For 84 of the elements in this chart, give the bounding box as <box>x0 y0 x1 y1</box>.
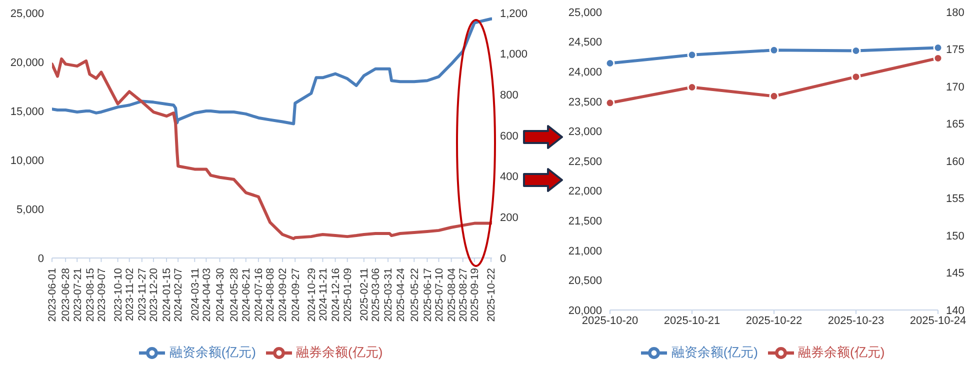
x-tick-label: 2025-10-22 <box>746 314 802 327</box>
legend-label: 融资余额(亿元) <box>169 344 256 360</box>
x-tick-label: 2024-09-02 <box>277 268 290 322</box>
y-tick-label: 22,500 <box>568 156 602 168</box>
x-tick-label: 2025-02-11 <box>358 268 371 321</box>
x-tick-label: 2025-10-23 <box>828 314 884 327</box>
y-tick-label: 20,000 <box>10 56 44 69</box>
x-tick-label: 2024-03-11 <box>189 268 202 321</box>
y-tick-label: 24,000 <box>568 66 602 79</box>
x-tick-label: 2025-08-04 <box>446 268 458 322</box>
y2-tick-label: 200 <box>500 212 518 224</box>
y2-tick-label: 155 <box>946 193 964 206</box>
x-tick-label: 2025-03-31 <box>382 268 395 322</box>
y2-tick-label: 150 <box>946 230 964 242</box>
y-tick-label: 20,000 <box>568 304 602 317</box>
point <box>851 72 861 82</box>
point <box>687 50 697 60</box>
y2-tick-label: 175 <box>946 44 964 56</box>
y2-tick-label: 800 <box>500 90 518 102</box>
y-tick-label: 25,000 <box>10 8 44 20</box>
x-tick-label: 2024-04-30 <box>214 268 226 322</box>
x-tick-label: 2024-04-03 <box>200 268 213 322</box>
x-tick-label: 2023-06-01 <box>46 268 59 322</box>
line-series <box>52 17 492 126</box>
x-tick-label: 2024-10-29 <box>306 268 318 322</box>
y2-tick-label: 0 <box>500 252 506 265</box>
y2-tick-label: 400 <box>500 171 518 184</box>
point <box>605 98 615 108</box>
y-tick-label: 21,500 <box>568 216 602 228</box>
y2-tick-label: 600 <box>500 130 518 142</box>
x-tick-label: 2025-05-22 <box>408 268 421 322</box>
y-tick-label: 20,500 <box>568 275 602 288</box>
y2-tick-label: 145 <box>946 268 964 280</box>
y-tick-label: 10,000 <box>10 154 44 167</box>
x-tick-label: 2023-12-20 <box>148 268 160 322</box>
x-tick-label: 2024-08-08 <box>264 268 277 322</box>
y2-tick-label: 180 <box>946 6 964 19</box>
y-tick-label: 24,500 <box>568 36 602 49</box>
x-tick-label: 2025-07-10 <box>433 268 446 322</box>
legend-label: 融资余额(亿元) <box>671 344 758 360</box>
y2-tick-label: 170 <box>946 81 964 94</box>
x-tick-label: 2024-06-21 <box>240 268 253 322</box>
y-tick-label: 23,000 <box>568 126 602 138</box>
y2-tick-label: 160 <box>946 156 964 168</box>
x-tick-label: 2023-11-02 <box>124 268 136 321</box>
point <box>769 45 779 55</box>
x-tick-label: 2025-09-19 <box>469 268 482 322</box>
x-tick-label: 2024-02-07 <box>172 268 185 322</box>
x-tick-label: 2025-04-24 <box>394 268 407 322</box>
y-tick-label: 0 <box>38 252 44 265</box>
y-tick-label: 22,000 <box>568 186 602 198</box>
x-tick-label: 2025-10-24 <box>910 314 966 327</box>
x-tick-label: 2023-09-07 <box>96 268 108 322</box>
x-tick-label: 2025-03-06 <box>370 268 382 322</box>
y-tick-label: 5,000 <box>16 204 44 216</box>
y-tick-label: 15,000 <box>10 106 44 118</box>
y-tick-label: 21,000 <box>568 245 602 258</box>
x-tick-label: 2025-08-27 <box>458 268 470 322</box>
x-tick-label: 2024-12-16 <box>330 268 342 322</box>
x-tick-label: 2025-06-17 <box>422 268 434 322</box>
x-tick-label: 2025-01-09 <box>342 268 354 322</box>
x-tick-label: 2023-06-28 <box>60 268 72 322</box>
legend-label: 融券余额(亿元) <box>798 344 885 360</box>
y-tick-label: 25,000 <box>568 6 602 19</box>
x-tick-label: 2025-10-20 <box>582 314 638 327</box>
x-tick-label: 2024-07-16 <box>253 268 266 322</box>
y2-tick-label: 1,000 <box>500 48 528 61</box>
legend-label: 融券余额(亿元) <box>296 344 383 360</box>
x-tick-label: 2023-10-10 <box>112 268 124 322</box>
y-tick-label: 23,500 <box>568 96 602 108</box>
x-tick-label: 2024-09-27 <box>290 268 302 322</box>
x-tick-label: 2023-11-27 <box>136 268 149 321</box>
line-series <box>52 57 492 240</box>
x-tick-label: 2024-05-28 <box>228 268 240 322</box>
y2-tick-label: 140 <box>946 304 964 317</box>
point <box>769 91 779 101</box>
x-tick-label: 2025-10-22 <box>486 268 498 322</box>
x-tick-label: 2025-10-21 <box>664 314 720 327</box>
y2-tick-label: 1,200 <box>500 8 528 20</box>
x-tick-label: 2023-07-21 <box>72 268 84 322</box>
x-tick-label: 2023-08-15 <box>84 268 96 322</box>
x-tick-label: 2024-01-15 <box>161 268 174 322</box>
y2-tick-label: 165 <box>946 118 964 131</box>
x-tick-label: 2024-11-21 <box>317 268 330 321</box>
